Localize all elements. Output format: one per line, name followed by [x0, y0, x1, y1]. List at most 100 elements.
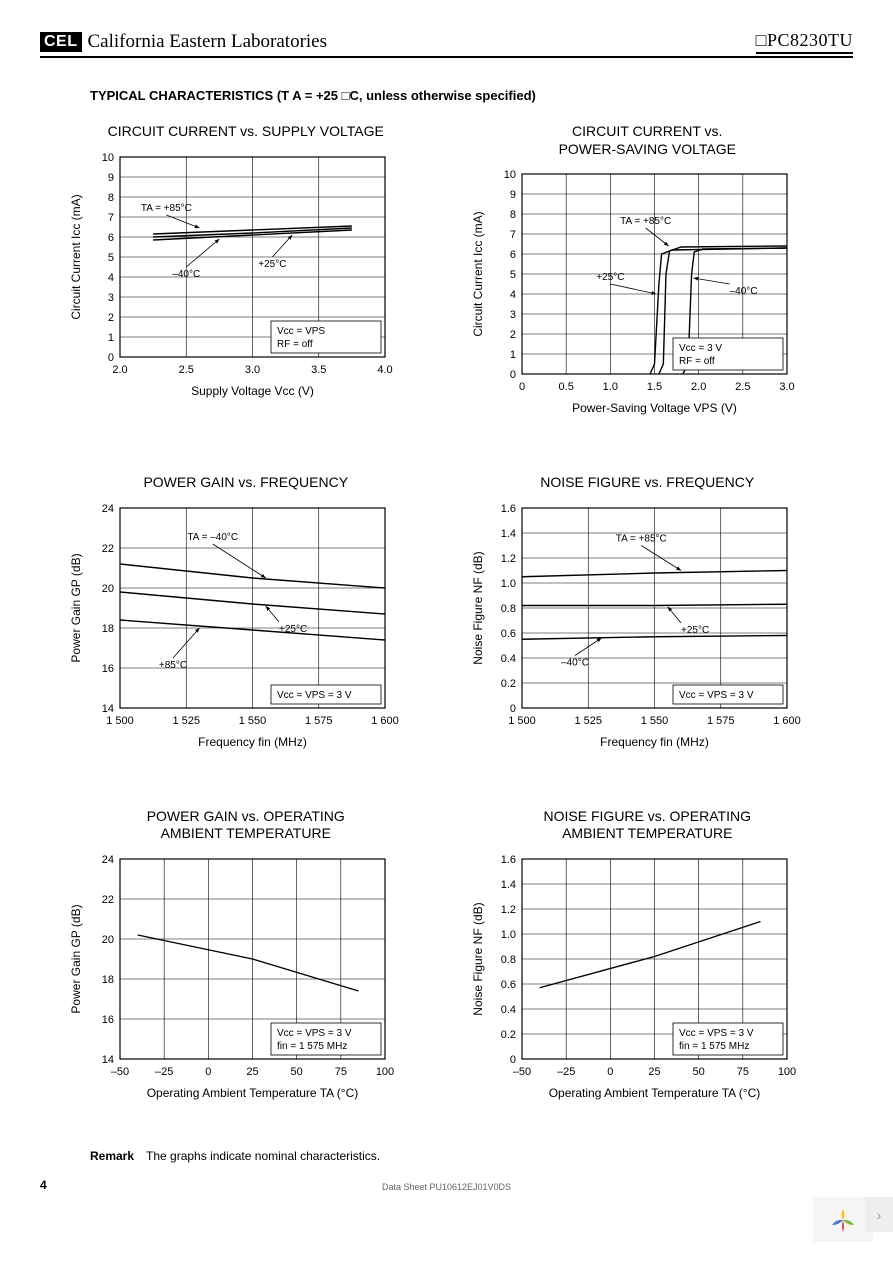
svg-text:5: 5 [509, 269, 515, 281]
svg-text:0.4: 0.4 [500, 653, 515, 665]
svg-text:1 525: 1 525 [172, 715, 200, 727]
section-title: TYPICAL CHARACTERISTICS (T A = +25 □C, u… [90, 88, 853, 103]
svg-text:1.0: 1.0 [500, 929, 515, 941]
svg-text:0: 0 [518, 381, 524, 393]
footer-text: Data Sheet PU10612EJ01V0DS [0, 1182, 893, 1192]
chart-svg: –50–25025507510000.20.40.60.81.01.21.41.… [462, 849, 832, 1124]
svg-text:9: 9 [509, 189, 515, 201]
svg-text:–40°C: –40°C [172, 269, 200, 280]
part-number: □PC8230TU [756, 30, 853, 54]
svg-text:0: 0 [509, 369, 515, 381]
svg-text:4: 4 [108, 272, 114, 284]
svg-text:TA = +85°C: TA = +85°C [620, 216, 671, 227]
svg-text:6: 6 [509, 249, 515, 261]
next-page-icon[interactable]: › [865, 1197, 893, 1232]
svg-text:8: 8 [108, 192, 114, 204]
svg-text:Circuit Current Icc (mA): Circuit Current Icc (mA) [471, 211, 485, 336]
svg-text:0.4: 0.4 [500, 1004, 515, 1016]
svg-text:16: 16 [102, 663, 114, 675]
svg-text:7: 7 [509, 229, 515, 241]
svg-text:Vcc = VPS = 3 V: Vcc = VPS = 3 V [679, 1028, 754, 1039]
svg-text:–40°C: –40°C [729, 286, 757, 297]
chart-title: NOISE FIGURE vs. OPERATINGAMBIENT TEMPER… [462, 808, 834, 843]
svg-text:–50: –50 [111, 1066, 129, 1078]
svg-text:1.4: 1.4 [500, 879, 515, 891]
svg-text:fin = 1 575 MHz: fin = 1 575 MHz [277, 1041, 347, 1052]
svg-text:0.8: 0.8 [500, 603, 515, 615]
svg-text:3: 3 [509, 309, 515, 321]
chart-title: CIRCUIT CURRENT vs. SUPPLY VOLTAGE [60, 123, 432, 141]
svg-text:22: 22 [102, 543, 114, 555]
svg-text:Power Gain GP (dB): Power Gain GP (dB) [69, 904, 83, 1013]
chart-gain-vs-temp: POWER GAIN vs. OPERATINGAMBIENT TEMPERAT… [60, 808, 432, 1129]
chart-svg: 2.02.53.03.54.0012345678910TA = +85°C–40… [60, 147, 430, 422]
svg-text:3.0: 3.0 [245, 364, 260, 376]
svg-text:0.8: 0.8 [500, 954, 515, 966]
svg-text:9: 9 [108, 172, 114, 184]
svg-text:1 550: 1 550 [640, 715, 668, 727]
chart-title: CIRCUIT CURRENT vs.POWER-SAVING VOLTAGE [462, 123, 834, 158]
svg-text:RF = off: RF = off [277, 339, 313, 350]
svg-text:2.0: 2.0 [691, 381, 706, 393]
svg-text:8: 8 [509, 209, 515, 221]
svg-text:14: 14 [102, 1054, 114, 1066]
svg-text:2: 2 [509, 329, 515, 341]
svg-text:1.2: 1.2 [500, 904, 515, 916]
svg-text:0.5: 0.5 [558, 381, 573, 393]
svg-text:0: 0 [509, 1054, 515, 1066]
svg-text:1.5: 1.5 [646, 381, 661, 393]
svg-text:1 525: 1 525 [574, 715, 602, 727]
chart-nf-vs-temp: NOISE FIGURE vs. OPERATINGAMBIENT TEMPER… [462, 808, 834, 1129]
svg-text:+25°C: +25°C [596, 272, 624, 283]
svg-text:1.0: 1.0 [500, 578, 515, 590]
svg-text:2.5: 2.5 [179, 364, 194, 376]
svg-text:Power Gain GP (dB): Power Gain GP (dB) [69, 553, 83, 662]
chart-svg: 1 5001 5251 5501 5751 60000.20.40.60.81.… [462, 498, 832, 773]
svg-text:2.0: 2.0 [112, 364, 127, 376]
svg-text:1 500: 1 500 [508, 715, 536, 727]
chart-title: POWER GAIN vs. OPERATINGAMBIENT TEMPERAT… [60, 808, 432, 843]
svg-text:18: 18 [102, 623, 114, 635]
svg-text:20: 20 [102, 583, 114, 595]
svg-text:Power-Saving Voltage VPS (V): Power-Saving Voltage VPS (V) [572, 401, 737, 415]
svg-text:+25°C: +25°C [279, 624, 307, 635]
charts-grid: CIRCUIT CURRENT vs. SUPPLY VOLTAGE 2.0 2.5… [40, 123, 853, 1129]
svg-text:24: 24 [102, 854, 114, 866]
chart-cc-vs-vcc: CIRCUIT CURRENT vs. SUPPLY VOLTAGE 2.0 2.5… [60, 123, 432, 444]
svg-text:Vcc = VPS = 3 V: Vcc = VPS = 3 V [277, 1028, 352, 1039]
svg-text:0: 0 [509, 703, 515, 715]
svg-text:Noise Figure NF (dB): Noise Figure NF (dB) [471, 902, 485, 1015]
chart-svg: –50–250255075100141618202224Vcc = VPS = … [60, 849, 430, 1124]
svg-text:2: 2 [108, 312, 114, 324]
svg-text:7: 7 [108, 212, 114, 224]
svg-text:6: 6 [108, 232, 114, 244]
chart-title: POWER GAIN vs. FREQUENCY [60, 474, 432, 492]
svg-text:22: 22 [102, 894, 114, 906]
svg-text:Vcc = VPS: Vcc = VPS [277, 326, 325, 337]
svg-text:3.0: 3.0 [779, 381, 794, 393]
svg-text:Operating Ambient Temperature: Operating Ambient Temperature TA (°C) [548, 1086, 760, 1100]
svg-text:1 550: 1 550 [239, 715, 267, 727]
svg-text:0: 0 [205, 1066, 211, 1078]
svg-text:100: 100 [777, 1066, 795, 1078]
svg-text:50: 50 [692, 1066, 704, 1078]
chart-nf-vs-freq: NOISE FIGURE vs. FREQUENCY1 5001 5251 55… [462, 474, 834, 778]
svg-text:1 575: 1 575 [706, 715, 734, 727]
svg-text:Vcc = 3 V: Vcc = 3 V [679, 343, 722, 354]
svg-text:1.6: 1.6 [500, 854, 515, 866]
svg-text:TA = +85°C: TA = +85°C [615, 533, 666, 544]
svg-text:1 500: 1 500 [106, 715, 134, 727]
svg-text:0.2: 0.2 [500, 678, 515, 690]
chart-svg: 1 5001 5251 5501 5751 600141618202224TA … [60, 498, 430, 773]
svg-text:1 600: 1 600 [371, 715, 399, 727]
chart-cc-vs-vps: CIRCUIT CURRENT vs.POWER-SAVING VOLTAGE 0… [462, 123, 834, 444]
svg-text:14: 14 [102, 703, 114, 715]
svg-text:75: 75 [335, 1066, 347, 1078]
svg-text:Frequency fin (MHz): Frequency fin (MHz) [198, 735, 307, 749]
svg-text:100: 100 [376, 1066, 394, 1078]
svg-text:–50: –50 [512, 1066, 530, 1078]
svg-text:–25: –25 [155, 1066, 173, 1078]
svg-text:1.6: 1.6 [500, 503, 515, 515]
svg-text:20: 20 [102, 934, 114, 946]
svg-text:1.0: 1.0 [602, 381, 617, 393]
